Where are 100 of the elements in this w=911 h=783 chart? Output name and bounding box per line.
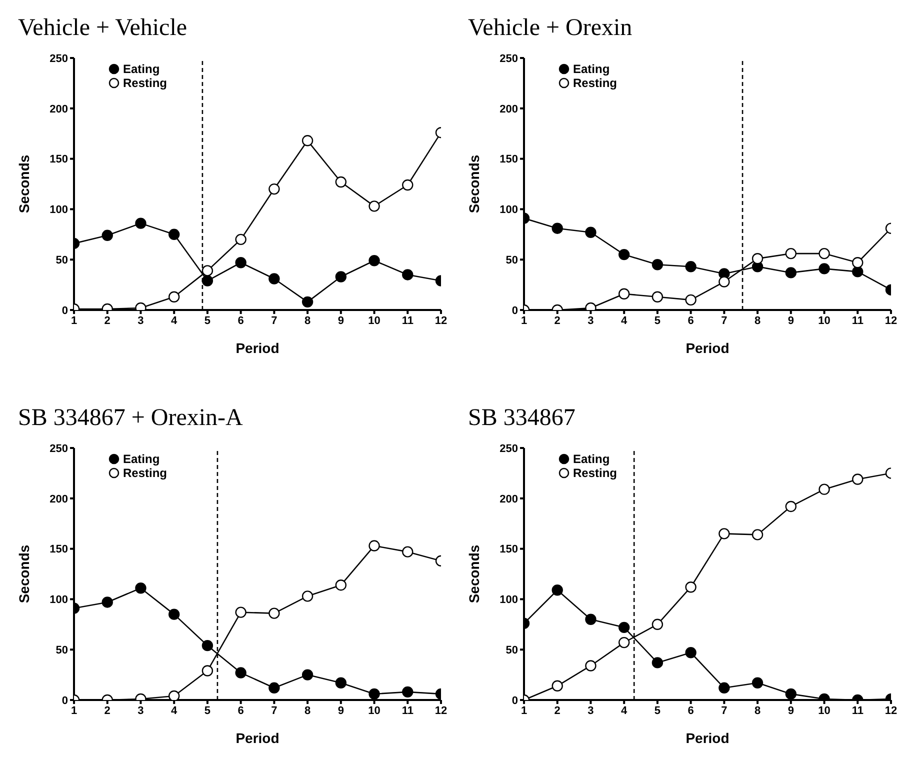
point bbox=[335, 677, 347, 688]
y-tick-label: 150 bbox=[50, 544, 68, 556]
x-tick-label: 12 bbox=[884, 314, 898, 327]
x-tick-label: 2 bbox=[554, 704, 560, 717]
x-tick-label: 7 bbox=[721, 704, 728, 717]
point bbox=[618, 288, 630, 300]
y-tick-label: 150 bbox=[50, 154, 68, 166]
point bbox=[785, 500, 797, 512]
y-axis-title: Seconds bbox=[16, 544, 32, 604]
point bbox=[235, 606, 246, 618]
point bbox=[585, 226, 596, 238]
point bbox=[168, 228, 180, 240]
point bbox=[268, 273, 280, 284]
y-tick-label: 50 bbox=[506, 644, 518, 657]
point bbox=[268, 608, 280, 619]
y-tick-label: 50 bbox=[56, 254, 68, 267]
x-tick-label: 4 bbox=[621, 704, 628, 717]
x-tick-label: 8 bbox=[304, 704, 311, 717]
point bbox=[752, 529, 764, 540]
x-tick-label: 6 bbox=[688, 314, 694, 327]
point bbox=[852, 474, 864, 485]
legend-label: Eating bbox=[573, 452, 610, 466]
y-tick-label: 150 bbox=[500, 154, 518, 166]
y-tick-label: 0 bbox=[62, 304, 68, 317]
point bbox=[585, 614, 596, 625]
point bbox=[235, 234, 246, 246]
x-tick-label: 9 bbox=[788, 314, 794, 327]
point bbox=[785, 267, 797, 278]
point bbox=[785, 248, 797, 260]
x-tick-label: 5 bbox=[204, 314, 211, 327]
x-tick-label: 2 bbox=[104, 704, 110, 717]
point bbox=[135, 218, 146, 229]
point bbox=[402, 686, 414, 698]
point bbox=[102, 596, 113, 608]
x-axis-title: Period bbox=[236, 340, 280, 356]
point bbox=[268, 682, 280, 694]
point bbox=[552, 680, 563, 692]
point bbox=[368, 688, 380, 700]
point bbox=[818, 248, 830, 260]
x-tick-label: 6 bbox=[688, 704, 694, 717]
x-tick-label: 6 bbox=[238, 704, 244, 717]
legend-label: Resting bbox=[123, 466, 168, 480]
point bbox=[235, 257, 246, 268]
point bbox=[302, 669, 314, 680]
legend-label: Eating bbox=[123, 62, 160, 76]
x-tick-label: 1 bbox=[520, 704, 528, 717]
point bbox=[552, 222, 563, 234]
y-tick-label: 200 bbox=[50, 493, 68, 506]
x-tick-label: 10 bbox=[368, 314, 380, 327]
y-tick-label: 0 bbox=[62, 694, 68, 707]
x-tick-label: 12 bbox=[434, 704, 448, 717]
point bbox=[552, 584, 563, 596]
y-axis-title: Seconds bbox=[16, 154, 32, 214]
x-tick-label: 4 bbox=[171, 314, 178, 327]
x-tick-label: 9 bbox=[338, 314, 344, 327]
x-tick-label: 2 bbox=[104, 314, 110, 327]
x-tick-label: 11 bbox=[402, 704, 414, 717]
x-tick-label: 3 bbox=[588, 314, 594, 327]
y-tick-label: 100 bbox=[50, 204, 68, 216]
point bbox=[852, 257, 864, 268]
legend-label: Eating bbox=[123, 452, 160, 466]
y-tick-label: 250 bbox=[500, 52, 518, 65]
x-tick-label: 1 bbox=[70, 704, 78, 717]
point bbox=[335, 271, 347, 282]
point bbox=[168, 690, 180, 700]
point bbox=[168, 291, 180, 302]
point bbox=[202, 275, 214, 286]
y-tick-label: 200 bbox=[50, 103, 68, 116]
point bbox=[168, 608, 180, 620]
point bbox=[202, 265, 214, 276]
point bbox=[652, 618, 664, 630]
point bbox=[402, 269, 414, 280]
x-tick-label: 9 bbox=[338, 704, 344, 717]
y-axis-title: Seconds bbox=[466, 154, 482, 214]
point bbox=[685, 294, 696, 306]
legend-label: Resting bbox=[573, 466, 618, 480]
y-axis-title: Seconds bbox=[466, 544, 482, 604]
y-tick-label: 250 bbox=[50, 52, 68, 65]
x-axis-title: Period bbox=[686, 730, 730, 746]
x-tick-label: 2 bbox=[554, 314, 560, 327]
point bbox=[685, 647, 696, 658]
y-tick-label: 0 bbox=[512, 694, 518, 707]
x-tick-label: 9 bbox=[788, 704, 794, 717]
point bbox=[402, 179, 414, 191]
point bbox=[652, 657, 664, 668]
point bbox=[302, 135, 314, 146]
x-tick-label: 5 bbox=[654, 704, 661, 717]
chart-title: Vehicle + Vehicle bbox=[17, 14, 188, 43]
point bbox=[585, 660, 596, 672]
point bbox=[652, 259, 664, 270]
point bbox=[818, 484, 830, 495]
point bbox=[752, 677, 764, 688]
point bbox=[302, 296, 314, 308]
legend-label: Eating bbox=[573, 62, 610, 76]
point bbox=[302, 590, 314, 602]
x-tick-label: 7 bbox=[271, 704, 278, 717]
x-tick-label: 8 bbox=[754, 314, 761, 327]
point bbox=[368, 540, 380, 552]
chart-title: SB 334867 + Orexin-A bbox=[17, 404, 244, 433]
point bbox=[718, 276, 730, 288]
